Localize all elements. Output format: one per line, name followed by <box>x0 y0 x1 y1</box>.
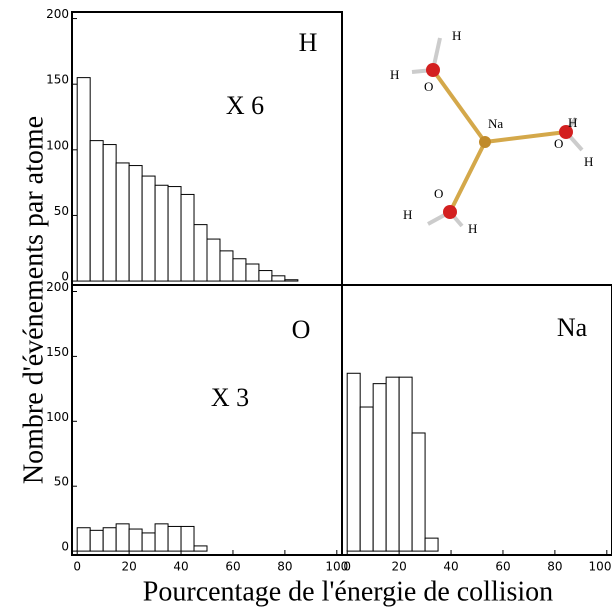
bar <box>76 527 91 552</box>
y-tick-label: 100 <box>46 138 69 152</box>
atom-label: H <box>390 67 399 82</box>
bar <box>284 279 299 282</box>
panel-frame <box>341 284 612 556</box>
atom-label: H <box>452 28 461 43</box>
atom-label: H <box>584 154 593 169</box>
y-tick-label: 150 <box>46 345 69 359</box>
x-axis-label: Pourcentage de l'énergie de collision <box>143 576 553 607</box>
bar <box>89 140 104 282</box>
bar <box>346 372 361 552</box>
bar <box>206 238 221 282</box>
y-tick-label: 50 <box>54 475 69 489</box>
atom <box>559 125 573 139</box>
bar <box>141 175 156 282</box>
y-tick-label: 0 <box>61 540 69 554</box>
bar <box>167 186 182 282</box>
x-tick-label: 100 <box>325 560 348 574</box>
atom-label: O <box>554 136 563 151</box>
bar <box>424 537 439 552</box>
x-tick-label: 40 <box>443 560 458 574</box>
bar <box>128 528 143 552</box>
y-tick-label: 200 <box>46 7 69 21</box>
bond <box>484 130 567 144</box>
atom <box>479 136 491 148</box>
y-tick-label: 100 <box>46 410 69 424</box>
bar <box>398 376 413 552</box>
bar <box>180 193 195 282</box>
y-axis-label: Nombre d'événements par atome <box>18 116 49 484</box>
atom-label: H <box>403 207 412 222</box>
bar <box>115 162 130 282</box>
x-tick-label: 60 <box>225 560 240 574</box>
annotation: X 6 <box>226 91 264 120</box>
bar <box>193 224 208 282</box>
atom-label: O <box>434 186 443 201</box>
atom <box>426 63 440 77</box>
bar <box>167 525 182 552</box>
bar <box>115 523 130 552</box>
y-tick-label: 50 <box>54 204 69 218</box>
bar <box>102 527 117 552</box>
bond <box>448 141 487 213</box>
atom-label: Na <box>488 116 503 131</box>
bar <box>258 270 273 282</box>
bar <box>89 529 104 552</box>
bar <box>245 263 260 282</box>
bar <box>359 406 374 552</box>
panel-label: Na <box>557 313 588 342</box>
x-tick-label: 20 <box>121 560 136 574</box>
atom-label: O <box>424 79 433 94</box>
bar <box>372 383 387 552</box>
y-tick-label: 0 <box>61 270 69 284</box>
bar <box>411 432 426 552</box>
atom-label: H <box>568 115 577 130</box>
annotation: X 3 <box>211 383 249 412</box>
bar <box>128 165 143 282</box>
bond <box>431 68 487 144</box>
x-tick-label: 0 <box>73 560 81 574</box>
x-tick-label: 80 <box>277 560 292 574</box>
bar <box>76 77 91 282</box>
x-tick-label: 0 <box>343 560 351 574</box>
x-tick-label: 60 <box>495 560 510 574</box>
bar <box>154 523 169 552</box>
bar <box>141 532 156 552</box>
atom-label: H <box>468 221 477 236</box>
panel-label: H <box>299 28 318 57</box>
bar <box>193 545 208 552</box>
bar <box>385 376 400 552</box>
bar <box>271 275 286 282</box>
y-tick-label: 200 <box>46 280 69 294</box>
bar <box>232 258 247 282</box>
bar <box>219 250 234 282</box>
atom <box>443 205 457 219</box>
panel-label: O <box>292 315 311 344</box>
molecule: H H O Na H O H O H H <box>390 28 593 236</box>
bar <box>154 184 169 282</box>
x-tick-label: 20 <box>391 560 406 574</box>
x-tick-label: 80 <box>547 560 562 574</box>
bar <box>180 525 195 552</box>
y-tick-label: 150 <box>46 73 69 87</box>
x-tick-label: 40 <box>173 560 188 574</box>
x-tick-label: 100 <box>589 560 612 574</box>
bar <box>102 144 117 282</box>
